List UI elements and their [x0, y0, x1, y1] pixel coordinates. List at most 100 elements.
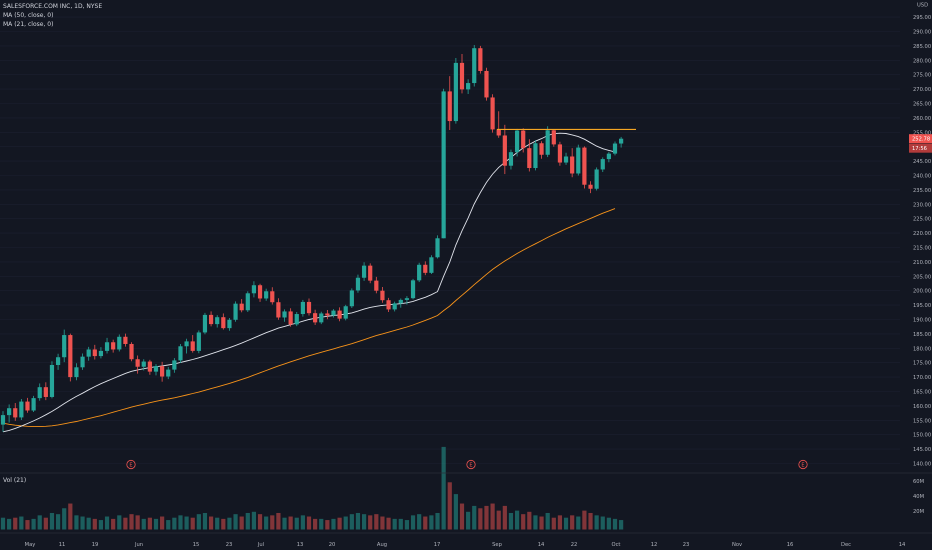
candle-body[interactable] [594, 169, 599, 189]
candle-body[interactable] [0, 415, 6, 425]
candle-body[interactable] [208, 314, 214, 325]
candle-body[interactable] [147, 361, 152, 372]
candle-body[interactable] [441, 91, 446, 239]
candle-body[interactable] [270, 291, 275, 303]
candle-body[interactable] [190, 341, 195, 351]
candle-body[interactable] [166, 369, 171, 377]
candle-body[interactable] [319, 313, 324, 323]
candle-body[interactable] [43, 387, 48, 397]
candle-body[interactable] [153, 366, 159, 372]
candle-body[interactable] [557, 144, 563, 163]
candle-body[interactable] [453, 62, 458, 122]
symbol-title[interactable]: SALESFORCE.COM INC, 1D, NYSE [3, 3, 103, 10]
candle-body[interactable] [294, 314, 299, 325]
candle-body[interactable] [129, 343, 134, 360]
candle-body[interactable] [98, 350, 104, 357]
candle-body[interactable] [111, 342, 116, 350]
candle-body[interactable] [514, 130, 520, 153]
candle-body[interactable] [533, 143, 538, 169]
candle-body[interactable] [37, 387, 42, 399]
earnings-marker[interactable] [798, 459, 808, 470]
candle-body[interactable] [62, 335, 67, 358]
candle-body[interactable] [435, 238, 440, 258]
candle-body[interactable] [539, 143, 544, 155]
candle-body[interactable] [429, 257, 434, 273]
candlestick-series[interactable] [0, 45, 624, 432]
candle-body[interactable] [31, 398, 36, 411]
candle-body[interactable] [135, 359, 140, 367]
candle-body[interactable] [7, 408, 12, 416]
candle-body[interactable] [74, 367, 79, 378]
candle-body[interactable] [398, 299, 403, 304]
candle-body[interactable] [502, 135, 507, 166]
ma21-legend[interactable]: MA (21, close, 0) [3, 21, 54, 28]
candle-body[interactable] [606, 153, 611, 160]
candle-body[interactable] [588, 184, 593, 189]
candle-body[interactable] [404, 298, 410, 300]
price-axis[interactable]: 140.00 145.00 150.00 155.00 160.00 165.00 170.… [913, 3, 931, 468]
candle-body[interactable] [410, 280, 416, 299]
candle-body[interactable] [288, 311, 293, 325]
candle-body[interactable] [55, 357, 61, 366]
candle-body[interactable] [459, 62, 465, 90]
ma50-legend[interactable]: MA (50, close, 0) [3, 12, 54, 19]
candle-body[interactable] [92, 349, 97, 357]
candle-body[interactable] [417, 264, 422, 281]
candle-body[interactable] [619, 138, 624, 144]
candle-body[interactable] [264, 291, 269, 299]
candle-body[interactable] [25, 401, 30, 411]
candle-body[interactable] [160, 366, 165, 377]
candle-body[interactable] [233, 303, 238, 320]
candle-body[interactable] [551, 130, 556, 145]
candle-body[interactable] [202, 314, 208, 333]
candle-body[interactable] [374, 280, 379, 291]
candle-body[interactable] [490, 97, 495, 130]
candle-body[interactable] [496, 129, 501, 136]
candle-body[interactable] [570, 156, 575, 174]
candle-body[interactable] [545, 130, 550, 155]
candle-body[interactable] [612, 143, 618, 154]
candle-body[interactable] [478, 48, 483, 71]
earnings-marker[interactable] [466, 459, 476, 470]
candle-body[interactable] [300, 301, 305, 315]
candle-body[interactable] [527, 148, 532, 169]
candle-body[interactable] [172, 360, 177, 370]
candle-body[interactable] [80, 356, 85, 368]
candle-body[interactable] [337, 310, 342, 319]
candle-body[interactable] [447, 91, 452, 122]
candle-body[interactable] [215, 317, 220, 325]
candle-body[interactable] [331, 310, 336, 316]
candle-body[interactable] [227, 319, 232, 329]
candle-body[interactable] [355, 277, 361, 291]
candle-body[interactable] [600, 159, 605, 170]
candle-body[interactable] [484, 70, 489, 98]
candle-body[interactable] [49, 365, 55, 397]
candle-body[interactable] [361, 265, 367, 278]
candle-body[interactable] [325, 313, 330, 316]
candle-body[interactable] [368, 265, 373, 281]
time-axis[interactable]: May 11 19 Jun 15 23 Jul 13 20 Aug 17 Sep 14 22 Oct 12 23… [0, 532, 932, 548]
candle-body[interactable] [466, 83, 471, 90]
candle-body[interactable] [245, 293, 250, 311]
candle-body[interactable] [392, 303, 397, 310]
candle-body[interactable] [178, 346, 183, 361]
candle-body[interactable] [141, 361, 146, 367]
candle-body[interactable] [68, 335, 73, 378]
volume-legend[interactable]: Vol (21) [3, 477, 27, 484]
candle-body[interactable] [423, 264, 428, 273]
candle-body[interactable] [343, 306, 348, 319]
candle-body[interactable] [86, 349, 91, 357]
candle-body[interactable] [313, 313, 318, 323]
candle-body[interactable] [282, 311, 287, 318]
candle-body[interactable] [251, 285, 257, 294]
candle-body[interactable] [380, 290, 385, 301]
candle-body[interactable] [13, 408, 18, 418]
candle-body[interactable] [257, 285, 263, 299]
candle-body[interactable] [276, 302, 281, 318]
candle-body[interactable] [472, 48, 477, 84]
candle-body[interactable] [123, 336, 128, 344]
candle-body[interactable] [563, 156, 569, 163]
candle-body[interactable] [19, 401, 24, 418]
